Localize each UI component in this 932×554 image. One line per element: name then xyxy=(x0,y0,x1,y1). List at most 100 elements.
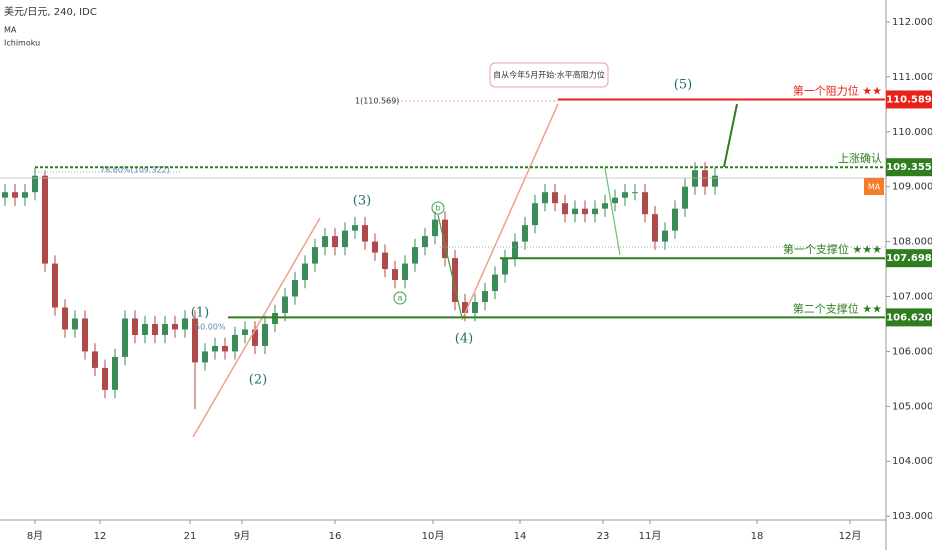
candle-body xyxy=(152,323,158,335)
candle-body xyxy=(632,192,638,194)
indicator: MA xyxy=(4,26,17,35)
ma-tag-box xyxy=(864,178,884,195)
y-tick-label: 112.000 xyxy=(892,17,932,28)
level-name: 上涨确认 xyxy=(838,152,882,165)
price-tag-label: 107.698 xyxy=(886,253,932,264)
candle-body xyxy=(672,208,678,231)
candle-body xyxy=(72,318,78,330)
candle-body xyxy=(312,247,318,264)
x-tick-label: 12 xyxy=(94,531,107,542)
candle-body xyxy=(562,203,568,215)
candle-body xyxy=(362,225,368,242)
candle-body xyxy=(602,203,608,209)
y-tick-label: 107.000 xyxy=(892,292,932,303)
candle-body xyxy=(132,318,138,335)
candle-body xyxy=(52,263,58,308)
candle-body xyxy=(422,236,428,248)
candle-body xyxy=(202,351,208,363)
candle-body xyxy=(542,192,548,204)
y-tick-label: 106.000 xyxy=(892,346,932,357)
x-tick-label: 10月 xyxy=(422,530,445,542)
candle-body xyxy=(442,219,448,259)
wave-label: a xyxy=(398,294,403,303)
y-tick-label: 104.000 xyxy=(892,456,932,467)
wave-circle xyxy=(393,291,407,305)
candle-body xyxy=(702,170,708,187)
candle-body xyxy=(92,351,98,368)
candle-body xyxy=(432,219,438,237)
candle-body xyxy=(642,192,648,215)
candle-body xyxy=(272,312,278,324)
candle-body xyxy=(242,329,248,335)
candle-body xyxy=(62,307,68,330)
candle-body xyxy=(252,329,258,346)
plot xyxy=(2,161,718,410)
y-tick-label: 110.000 xyxy=(892,127,932,138)
candle-body xyxy=(232,334,238,352)
candle-body xyxy=(382,252,388,270)
ma-tag: MA xyxy=(868,183,881,192)
green-arrow xyxy=(723,103,738,168)
level-name: 第一个阻力位 ★★ xyxy=(793,83,882,97)
x-tick-label: 14 xyxy=(514,531,527,542)
candle-body xyxy=(552,192,558,204)
candle-body xyxy=(392,269,398,281)
candle-body xyxy=(662,230,668,242)
candle-body xyxy=(482,291,488,303)
candle-body xyxy=(412,247,418,264)
wave-label: (4) xyxy=(455,332,473,347)
candle-body xyxy=(142,323,148,335)
candle-body xyxy=(192,318,198,363)
y-tick-label: 109.000 xyxy=(892,182,932,193)
wave-label: (1) xyxy=(191,306,209,321)
candle-body xyxy=(342,230,348,248)
candle-body xyxy=(512,241,518,259)
fib-label: 1(110.569) xyxy=(355,97,399,106)
callout-box xyxy=(489,62,609,88)
candle-body xyxy=(652,214,658,242)
measure-arrow xyxy=(604,167,621,256)
level-name: 第二个支撑位 ★★ xyxy=(793,301,882,315)
candle-body xyxy=(262,323,268,346)
candle-body xyxy=(352,225,358,231)
candle-body xyxy=(622,192,628,198)
candle-body xyxy=(592,208,598,215)
candle-body xyxy=(582,208,588,215)
symbol: 美元/日元, 240, IDC xyxy=(4,5,97,18)
price-tag-label: 109.355 xyxy=(886,162,932,173)
candle-body xyxy=(182,318,188,330)
candle-body xyxy=(692,170,698,187)
y-tick-label: 103.000 xyxy=(892,511,932,522)
candle-body xyxy=(532,203,538,226)
pink-arrow xyxy=(461,103,559,321)
y-tick-label: 105.000 xyxy=(892,401,932,412)
candle-body xyxy=(222,345,228,352)
candle-body xyxy=(572,208,578,215)
y-tick-label: 111.000 xyxy=(892,72,932,83)
wave-circle xyxy=(431,201,445,215)
candle-body xyxy=(402,263,408,281)
candle-body xyxy=(492,274,498,292)
candle-body xyxy=(162,323,168,335)
price-tag xyxy=(886,90,932,109)
candle-body xyxy=(472,302,478,313)
price-tag xyxy=(886,308,932,327)
wave-label: (3) xyxy=(353,194,371,209)
candle-body xyxy=(522,225,528,242)
x-tick-label: 21 xyxy=(184,531,197,542)
price-tag-label: 110.589 xyxy=(886,94,932,105)
x-tick-label: 8月 xyxy=(27,530,43,542)
candle-body xyxy=(22,192,28,198)
candle-body xyxy=(452,258,458,303)
candle-body xyxy=(322,236,328,248)
candle-body xyxy=(292,280,298,297)
wave-line xyxy=(437,214,463,319)
y-tick-label: 108.000 xyxy=(892,237,932,248)
fib-label: 50.00% xyxy=(195,323,226,332)
x-tick-label: 11月 xyxy=(639,530,662,542)
x-tick-label: 12月 xyxy=(839,530,862,542)
candle-body xyxy=(212,345,218,352)
candle-body xyxy=(42,175,48,264)
